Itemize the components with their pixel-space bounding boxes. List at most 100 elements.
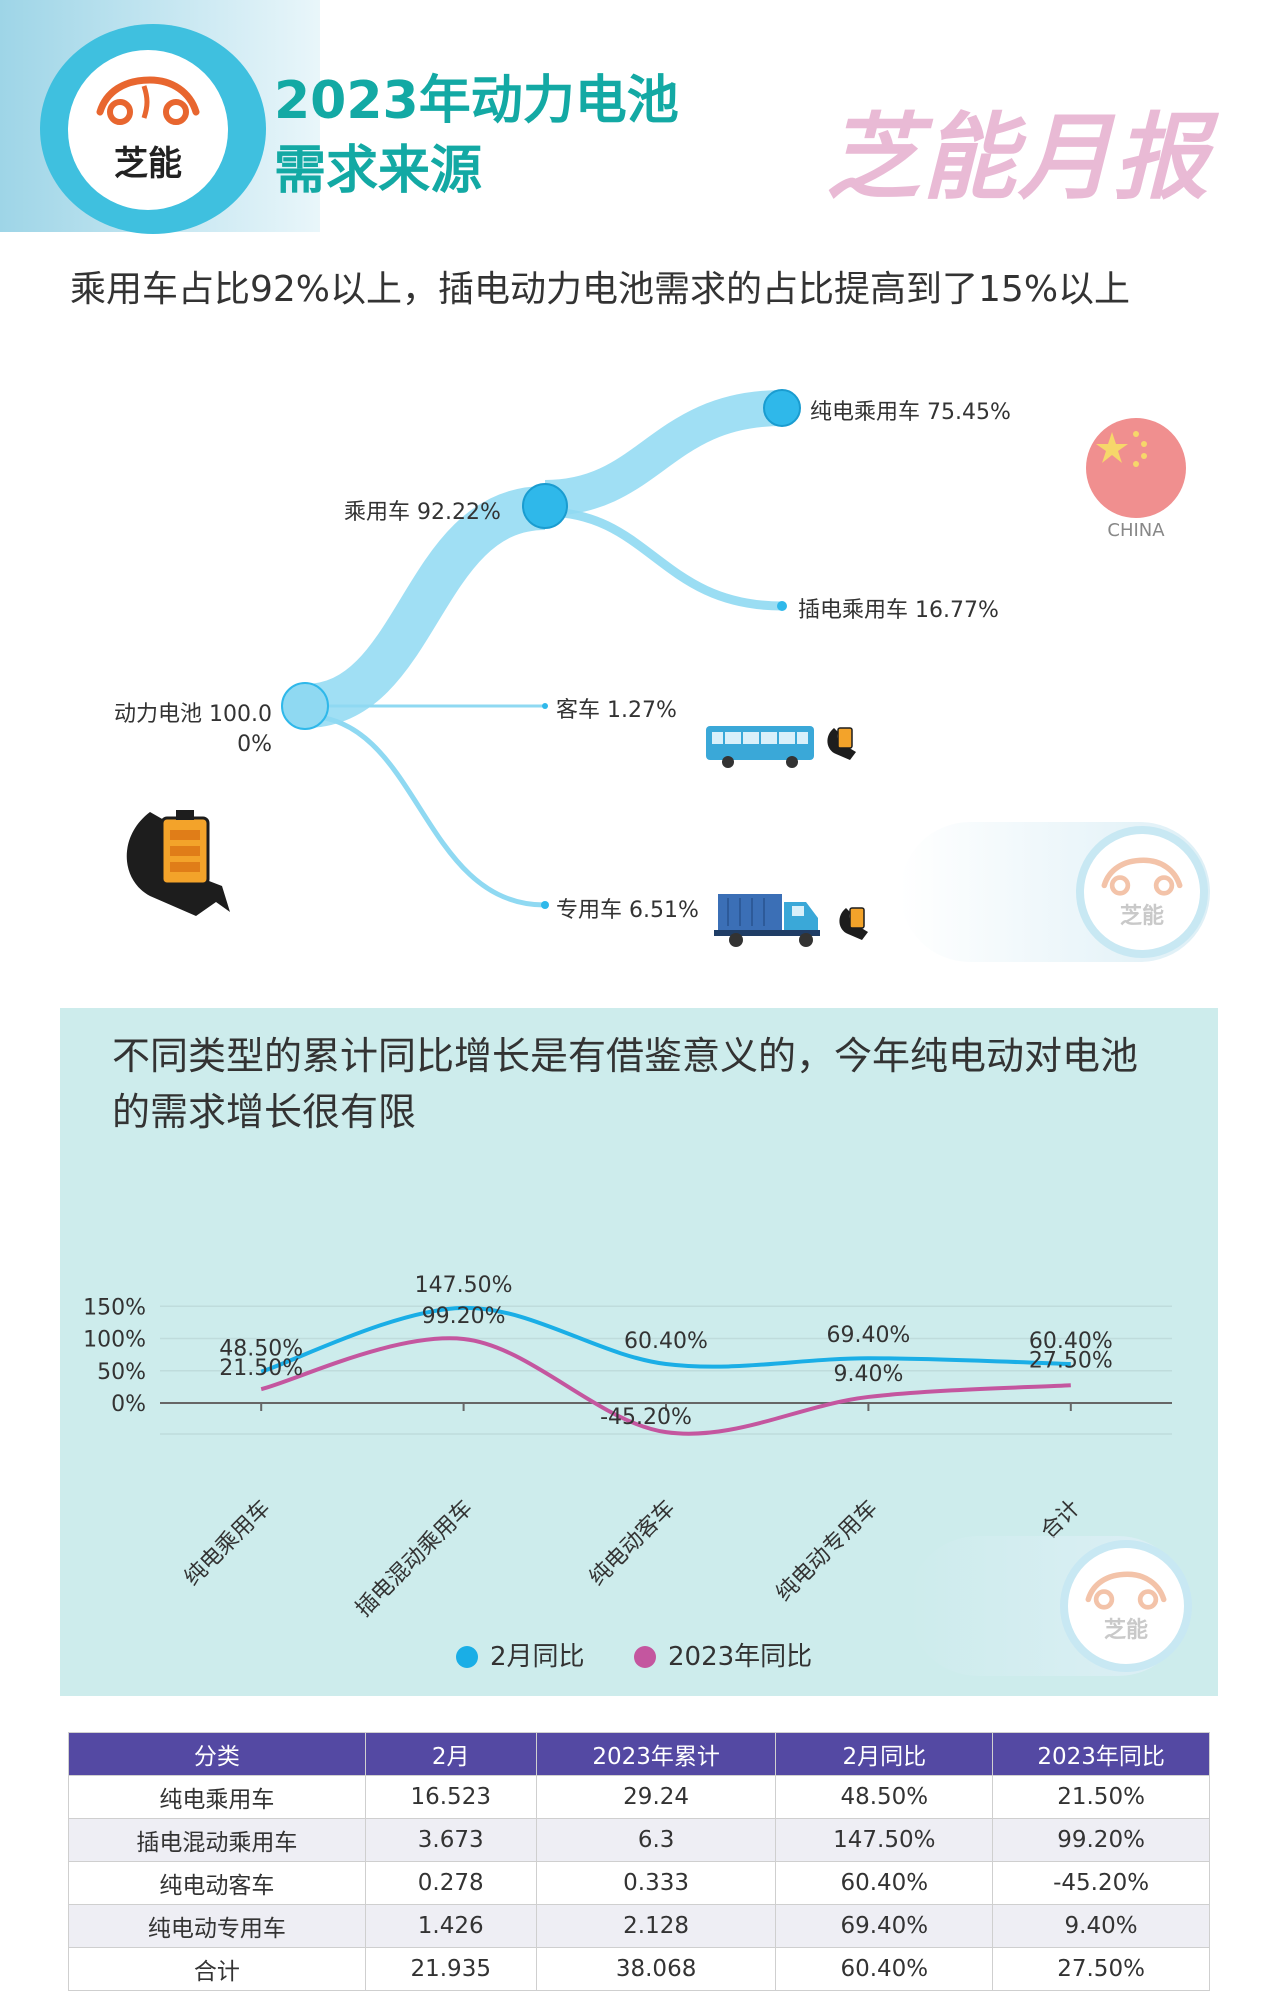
flow-passenger-bev: [544, 390, 783, 516]
bus-icon: [706, 726, 814, 768]
table-cell: 纯电乘用车: [68, 1775, 366, 1819]
legend-dot-series-1: [634, 1646, 656, 1668]
table-cell: 0.333: [535, 1861, 777, 1905]
flow-passenger-phev: [544, 507, 783, 611]
page-title-line2: 需求来源: [274, 141, 483, 201]
car-icon: [1085, 1571, 1167, 1610]
table-cell: 29.24: [535, 1775, 777, 1819]
x-tick-label: 插电混动乘用车: [351, 1496, 478, 1623]
table-cell: 48.50%: [775, 1775, 994, 1819]
table-cell: 9.40%: [992, 1904, 1210, 1948]
table-cell: 插电混动乘用车: [68, 1818, 366, 1862]
watermark-text: 芝能: [1103, 1618, 1148, 1643]
table-cell: 3.673: [364, 1818, 537, 1862]
data-point: [865, 1394, 871, 1400]
table-cell: 27.50%: [992, 1947, 1210, 1991]
table-row: 合计 21.935 38.068 60.40% 27.50%: [68, 1947, 1210, 1991]
data-label: 9.40%: [833, 1362, 903, 1387]
table-row: 纯电乘用车 16.523 29.24 48.50% 21.50%: [68, 1775, 1210, 1819]
data-label: -45.20%: [600, 1405, 692, 1430]
label-battery: 动力电池 100.00%: [114, 702, 272, 757]
data-label: 69.40%: [826, 1323, 910, 1348]
table-cell: 合计: [68, 1947, 366, 1991]
table-header-cell: 2月: [364, 1732, 537, 1776]
car-icon: [96, 76, 200, 125]
table-row: 纯电动专用车 1.426 2.128 69.40% 9.40%: [68, 1904, 1210, 1948]
data-label: 147.50%: [415, 1273, 513, 1298]
flow-battery-special: [304, 713, 546, 908]
sankey-diagram: [126, 389, 868, 947]
logo: 芝能: [68, 50, 228, 210]
table-cell: 60.40%: [775, 1861, 994, 1905]
table-header-cell: 2023年累计: [535, 1732, 777, 1776]
table-cell: 0.278: [364, 1861, 537, 1905]
label-bus: 客车 1.27%: [556, 698, 677, 723]
y-tick-label: 0%: [111, 1392, 146, 1417]
table-cell: 21.50%: [992, 1775, 1210, 1819]
line-chart: 150%100%50%0%纯电乘用车 插电混动乘用车 纯电动客车 纯电动专用车 合计48…: [83, 1273, 1172, 1623]
node-special: [541, 901, 549, 909]
table-cell: 纯电动专用车: [68, 1904, 366, 1948]
label-phev-passenger: 插电乘用车 16.77%: [798, 598, 999, 623]
subtitle: 乘用车占比92%以上，插电动力电池需求的占比提高到了15%以上: [70, 269, 1131, 310]
table-cell: 21.935: [364, 1947, 537, 1991]
data-label: 21.50%: [219, 1356, 303, 1381]
data-label: 48.50%: [219, 1337, 303, 1362]
legend-label-series-0: 2月同比: [490, 1642, 585, 1672]
x-tick-label: 纯电乘用车: [180, 1496, 275, 1591]
chart-panel: 不同类型的累计同比增长是有借鉴意义的，今年纯电动对电池的需求增长很有限 150%…: [60, 1008, 1218, 1696]
data-point: [663, 1361, 669, 1367]
brand-wordmark: 芝能月报: [826, 104, 1211, 213]
y-tick-label: 150%: [83, 1295, 146, 1320]
legend-label-series-1: 2023年同比: [668, 1642, 813, 1672]
table-cell: 6.3: [535, 1818, 777, 1862]
table-header-cell: 2月同比: [775, 1732, 994, 1776]
table-cell: 147.50%: [775, 1818, 994, 1862]
legend-series-0: 2月同比: [456, 1636, 585, 1673]
data-point: [461, 1336, 467, 1342]
table-cell: 2.128: [535, 1904, 777, 1948]
y-tick-label: 100%: [83, 1328, 146, 1353]
bus-battery-icon: [827, 727, 856, 760]
y-tick-label: 50%: [97, 1360, 146, 1385]
table-header-cell: 2023年同比: [992, 1732, 1210, 1776]
node-bus: [542, 703, 548, 709]
table-cell: 69.40%: [775, 1904, 994, 1948]
watermark: 芝能: [908, 1536, 1192, 1676]
page-title-line1: 2023年动力电池: [274, 71, 679, 131]
table-cell: 纯电动客车: [68, 1861, 366, 1905]
table-row: 插电混动乘用车 3.673 6.3 147.50% 99.20%: [68, 1818, 1210, 1862]
x-tick-label: 纯电动专用车: [772, 1496, 883, 1607]
table-cell: 16.523: [364, 1775, 537, 1819]
table-cell: 1.426: [364, 1904, 537, 1948]
logo-text: 芝能: [114, 144, 182, 184]
table-header-row: 分类 2月 2023年累计 2月同比 2023年同比: [68, 1732, 1210, 1776]
label-passenger: 乘用车 92.22%: [344, 500, 501, 525]
battery-wrench-icon: [126, 810, 230, 916]
legend-series-1: 2023年同比: [634, 1636, 812, 1673]
node-bev: [763, 389, 801, 427]
table-cell: 38.068: [535, 1947, 777, 1991]
truck-battery-icon: [839, 907, 868, 940]
china-label: CHINA: [1107, 520, 1165, 541]
table-cell: 99.20%: [992, 1818, 1210, 1862]
flow-battery-passenger: [303, 486, 547, 728]
data-label: 60.40%: [1029, 1329, 1113, 1354]
table-cell: -45.20%: [992, 1861, 1210, 1905]
data-point: [1068, 1382, 1074, 1388]
data-label: 27.50%: [1029, 1348, 1113, 1373]
car-icon: [1101, 857, 1183, 896]
node-phev: [777, 601, 787, 611]
truck-icon: [714, 894, 820, 947]
series-line-1: [260, 1336, 1071, 1436]
table-header-cell: 分类: [68, 1732, 366, 1776]
node-passenger: [522, 483, 568, 529]
node-battery: [281, 682, 329, 730]
data-point: [258, 1386, 264, 1392]
series-line-0: [260, 1305, 1071, 1374]
watermark-text: 芝能: [1119, 904, 1164, 929]
data-table: 分类 2月 2023年累计 2月同比 2023年同比 纯电乘用车 16.523 …: [68, 1732, 1210, 1991]
label-special: 专用车 6.51%: [556, 898, 699, 923]
label-bev-passenger: 纯电乘用车 75.45%: [810, 400, 1011, 425]
table-row: 纯电动客车 0.278 0.333 60.40% -45.20%: [68, 1861, 1210, 1905]
